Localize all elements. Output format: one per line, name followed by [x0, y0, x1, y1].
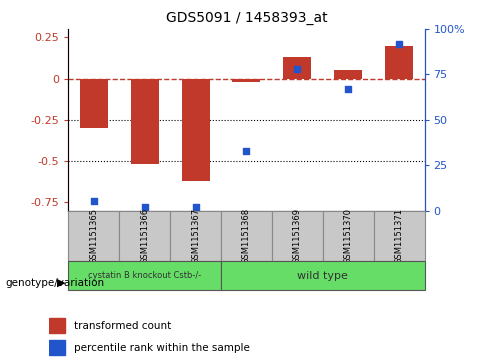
Text: GSM1151366: GSM1151366: [140, 208, 149, 264]
Bar: [131, 78, 159, 164]
Text: ▶: ▶: [57, 278, 65, 288]
Point: [90, 199, 98, 204]
Text: GSM1151371: GSM1151371: [395, 208, 404, 264]
Bar: [232, 78, 261, 82]
Bar: [221, 211, 272, 261]
Bar: [68, 261, 221, 290]
Bar: [170, 211, 221, 261]
Text: GSM1151369: GSM1151369: [293, 208, 302, 264]
Bar: [49, 340, 65, 355]
Point: [345, 86, 352, 92]
Text: wild type: wild type: [297, 271, 348, 281]
Bar: [323, 211, 374, 261]
Text: GSM1151370: GSM1151370: [344, 208, 353, 264]
Point: [293, 66, 301, 72]
Bar: [80, 78, 108, 128]
Text: GSM1151367: GSM1151367: [191, 208, 200, 264]
Bar: [68, 211, 119, 261]
Point: [141, 204, 148, 210]
Text: GSM1151365: GSM1151365: [89, 208, 98, 264]
Text: GSM1151368: GSM1151368: [242, 208, 251, 264]
Bar: [385, 45, 413, 78]
Bar: [49, 318, 65, 333]
Bar: [182, 78, 209, 181]
Bar: [284, 57, 311, 78]
Bar: [272, 211, 323, 261]
Text: genotype/variation: genotype/variation: [5, 278, 104, 288]
Text: transformed count: transformed count: [74, 321, 171, 331]
Point: [395, 41, 403, 46]
Title: GDS5091 / 1458393_at: GDS5091 / 1458393_at: [165, 11, 327, 25]
Bar: [374, 211, 425, 261]
Point: [243, 148, 250, 154]
Point: [192, 204, 200, 210]
Text: cystatin B knockout Cstb-/-: cystatin B knockout Cstb-/-: [88, 272, 201, 280]
Bar: [119, 211, 170, 261]
Text: percentile rank within the sample: percentile rank within the sample: [74, 343, 249, 352]
Bar: [334, 70, 362, 78]
Bar: [221, 261, 425, 290]
